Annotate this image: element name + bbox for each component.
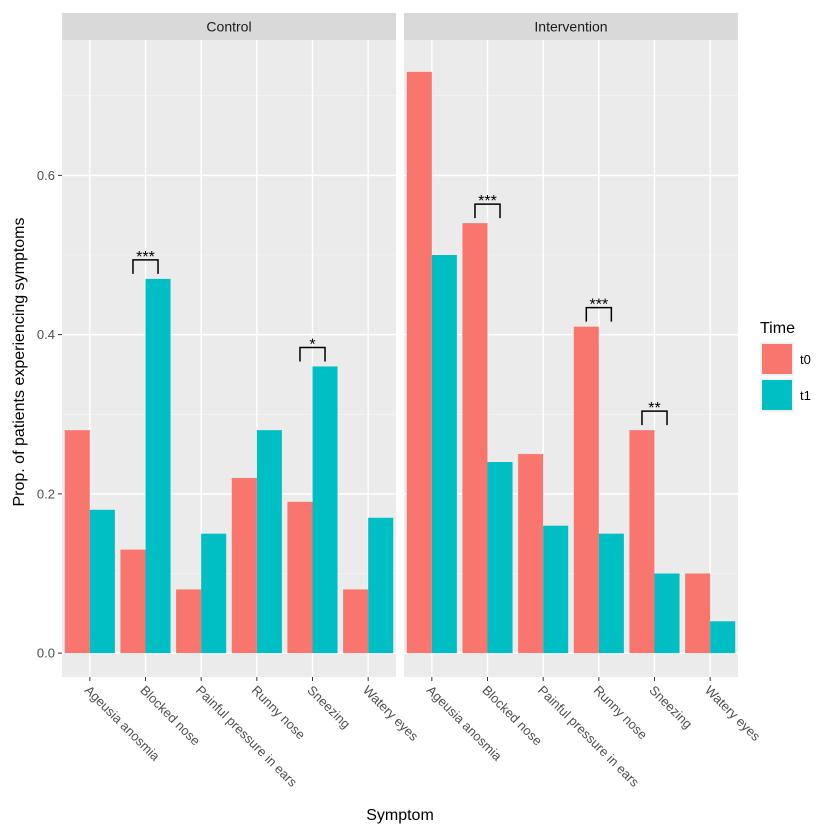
x-tick-label: Sneezing	[304, 683, 353, 732]
bar-t0-watery-eyes	[343, 589, 369, 654]
significance-bracket	[132, 259, 159, 274]
bar-t0-ageusia-anosmia	[64, 430, 90, 654]
bar-t0-runny-nose	[573, 326, 599, 654]
x-tick-label: Painful pressure in ears	[193, 683, 301, 791]
bar-t1-runny-nose	[256, 430, 282, 654]
bar-t0-sneezing	[287, 501, 313, 654]
panel-intervention: Intervention********Ageusia anosmiaBlock…	[404, 13, 764, 790]
y-tick-label: 0.4	[37, 327, 55, 342]
bar-t1-sneezing	[654, 573, 680, 654]
bar-t0-ageusia-anosmia	[406, 71, 432, 654]
bar-t0-blocked-nose	[120, 549, 146, 654]
bar-t1-ageusia-anosmia	[431, 254, 457, 654]
bar-t1-runny-nose	[598, 533, 624, 654]
bar-t0-watery-eyes	[685, 573, 711, 654]
bar-t1-blocked-nose	[487, 462, 513, 654]
y-axis: 0.0 0.2 0.4 0.6	[37, 168, 62, 661]
bar-t1-watery-eyes	[368, 517, 394, 654]
x-tick-label: Painful pressure in ears	[535, 683, 643, 791]
panel-background	[62, 40, 396, 677]
significance-bracket	[585, 306, 613, 322]
legend: Time t0 t1	[760, 320, 811, 412]
facet-strip	[404, 13, 738, 40]
x-axis-title: Symptom	[366, 807, 434, 824]
significance-bracket	[641, 410, 668, 426]
x-tick-label: Runny nose	[591, 683, 651, 743]
x-tick-label: Watery eyes	[360, 683, 422, 745]
x-tick-label: Watery eyes	[702, 683, 764, 745]
significance-bracket	[299, 346, 326, 362]
legend-swatch-t0	[762, 344, 792, 374]
legend-label-t0: t0	[800, 352, 811, 367]
facet-title: Intervention	[534, 19, 607, 35]
bar-t0-blocked-nose	[462, 223, 488, 654]
bar-t0-runny-nose	[231, 477, 257, 654]
y-axis-title: Prop. of patients experiencing symptoms	[11, 217, 28, 506]
significance-label: ***	[136, 249, 155, 266]
y-tick-label: 0.6	[37, 168, 55, 183]
bar-t1-ageusia-anosmia	[89, 509, 115, 654]
significance-label: ***	[478, 193, 497, 210]
significance-bracket	[474, 203, 501, 219]
bar-t1-painful-pressure-in-ears	[543, 525, 569, 654]
legend-swatch-t1	[762, 380, 792, 410]
bar-t1-watery-eyes	[710, 621, 736, 654]
significance-label: **	[648, 400, 660, 417]
bar-t1-sneezing	[312, 366, 338, 654]
facet-strip	[62, 13, 396, 40]
bar-t1-painful-pressure-in-ears	[201, 533, 227, 654]
panel-background	[404, 40, 738, 677]
y-tick-label: 0.0	[37, 646, 55, 661]
x-tick-label: Runny nose	[249, 683, 309, 743]
facet-title: Control	[206, 19, 251, 35]
significance-label: *	[309, 336, 315, 353]
significance-label: ***	[589, 297, 608, 314]
legend-label-t1: t1	[800, 388, 811, 403]
bar-t0-painful-pressure-in-ears	[518, 454, 544, 654]
bar-t0-painful-pressure-in-ears	[176, 589, 202, 654]
bar-t1-blocked-nose	[145, 278, 171, 654]
legend-title: Time	[760, 320, 795, 337]
x-tick-label: Sneezing	[646, 683, 695, 732]
y-tick-label: 0.2	[37, 486, 55, 501]
bar-t0-sneezing	[629, 430, 655, 654]
